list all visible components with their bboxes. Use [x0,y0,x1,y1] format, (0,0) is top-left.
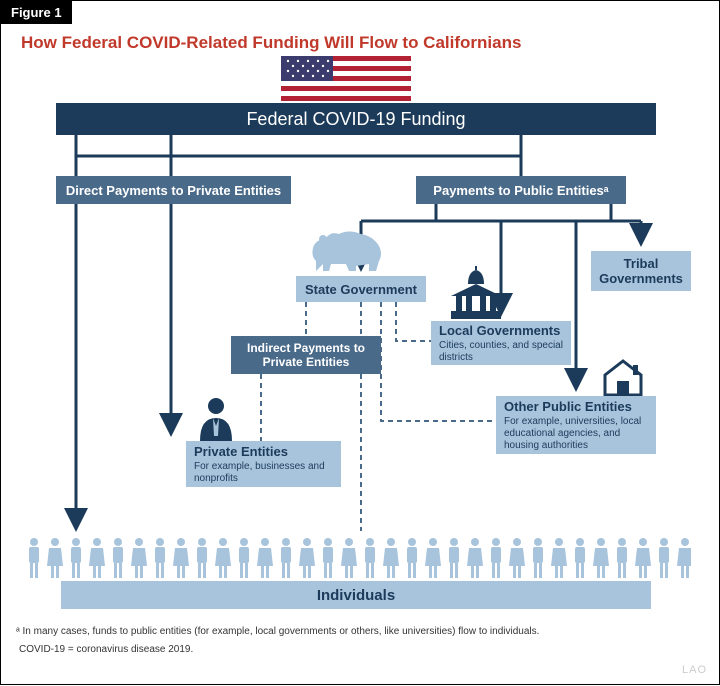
local-sub: Cities, counties, and special districts [439,340,563,364]
businessman-icon [196,396,236,441]
other-entities-box: Other Public Entities For example, unive… [496,396,656,454]
footnote-a: ᵃ In many cases, funds to public entitie… [16,626,539,637]
direct-payments-box: Direct Payments to Private Entities [56,176,291,204]
direct-label: Direct Payments to Private Entities [66,183,281,198]
local-gov-box: Local Governments Cities, counties, and … [431,321,571,365]
tribal-gov-box: Tribal Governments [591,251,691,291]
bear-icon [301,226,391,276]
private-entities-box: Private Entities For example, businesses… [186,441,341,487]
individuals-label: Individuals [317,587,395,604]
federal-label: Federal COVID-19 Funding [246,109,465,130]
indirect-payments-box: Indirect Payments to Private Entities [231,336,381,374]
tribal-label: Tribal Governments [599,256,683,286]
figure-container: Figure 1 How Federal COVID-Related Fundi… [0,0,720,685]
other-title: Other Public Entities [504,399,632,414]
private-sub: For example, businesses and nonprofits [194,461,333,485]
other-sub: For example, universities, local educati… [504,416,648,452]
local-title: Local Governments [439,323,560,338]
footnote-b: COVID-19 = coronavirus disease 2019. [19,644,193,655]
capitol-icon [446,266,506,321]
indirect-label: Indirect Payments to Private Entities [239,341,373,369]
individuals-box: Individuals [61,581,651,609]
state-label: State Government [305,282,417,297]
figure-title: How Federal COVID-Related Funding Will F… [21,33,521,53]
public-label: Payments to Public Entitiesᵃ [433,183,608,198]
figure-label: Figure 1 [1,1,72,24]
private-title: Private Entities [194,444,288,459]
house-icon [601,359,645,397]
people-row-icon [21,536,691,581]
public-payments-box: Payments to Public Entitiesᵃ [416,176,626,204]
state-gov-box: State Government [296,276,426,302]
watermark: LAO [682,664,707,676]
us-flag-icon [281,56,411,101]
federal-funding-box: Federal COVID-19 Funding [56,103,656,135]
